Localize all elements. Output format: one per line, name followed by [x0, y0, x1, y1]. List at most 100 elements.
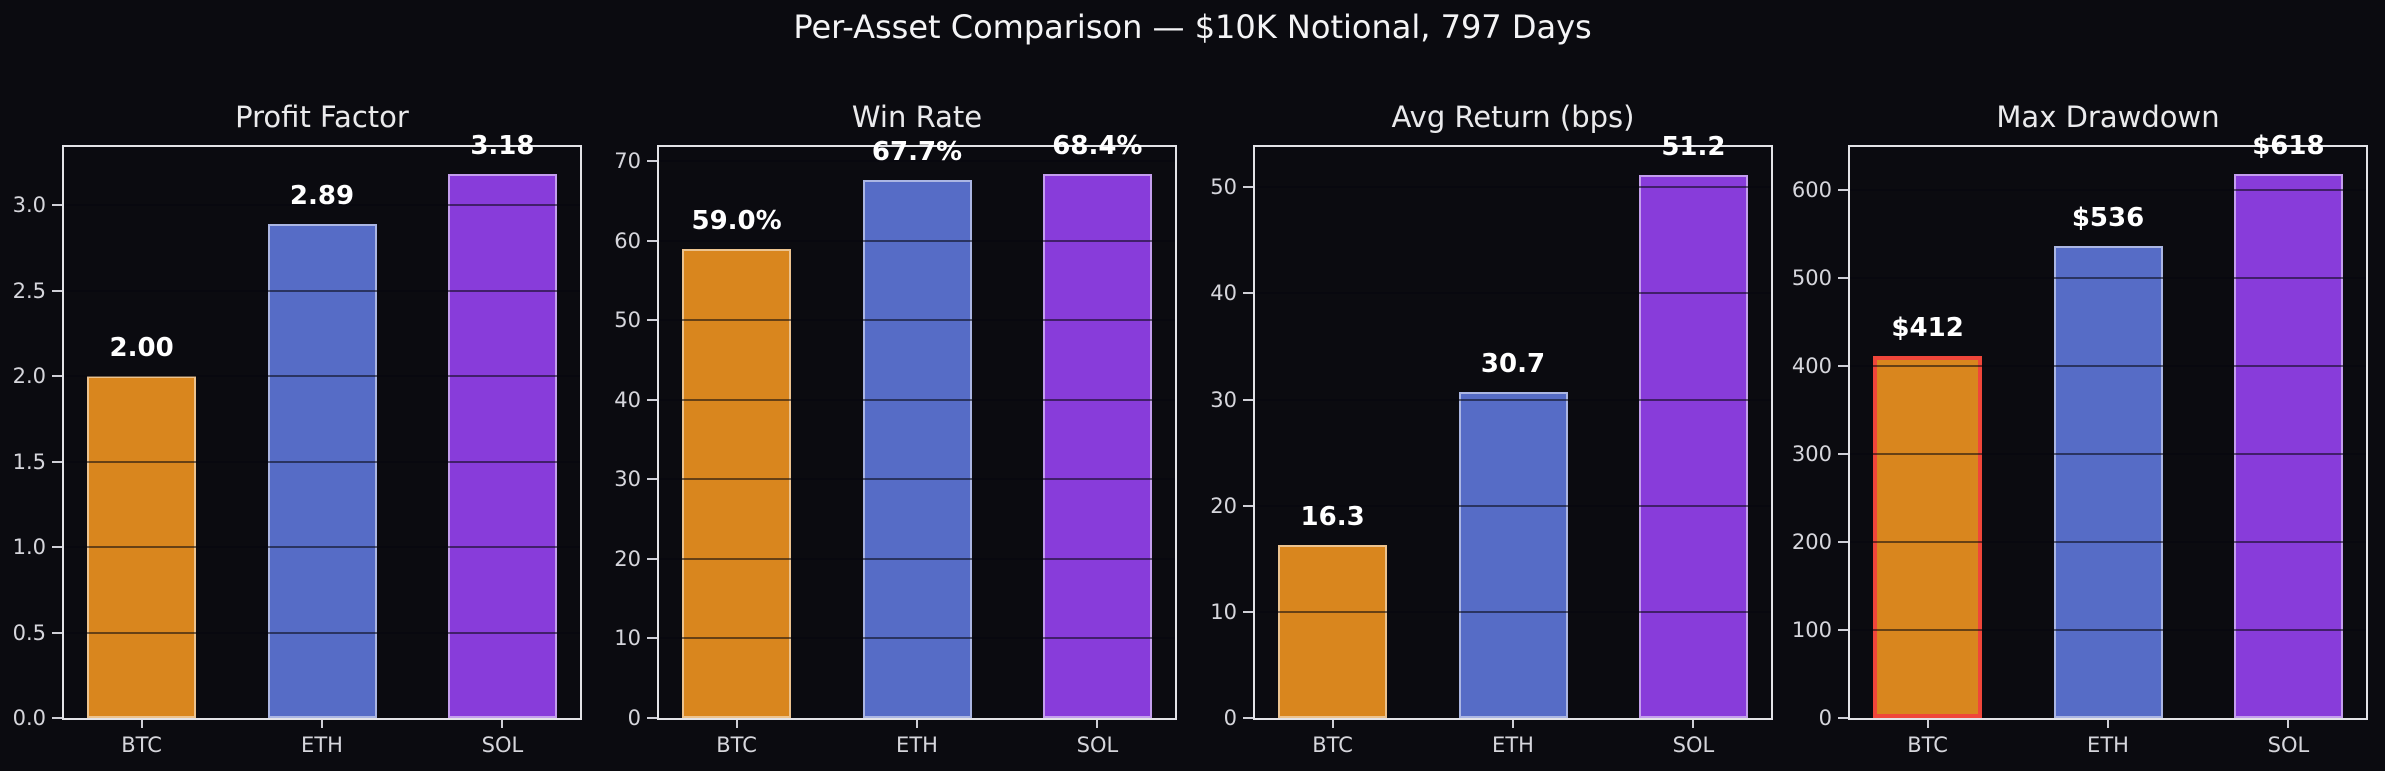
panel-title-avg-return: Avg Return (bps)	[1391, 100, 1635, 134]
y-tick-mark	[647, 637, 657, 640]
bar-value-label-btc: 2.00	[109, 333, 174, 363]
bar-value-label-eth: 2.89	[289, 181, 355, 211]
gridline	[659, 398, 1175, 401]
panel-title-win-rate: Win Rate	[851, 100, 983, 134]
y-tick-label: 2.0	[12, 364, 46, 389]
x-tick-mark	[140, 720, 143, 728]
gridline	[64, 375, 580, 378]
y-tick-mark	[1838, 453, 1848, 456]
y-tick-label: 10	[614, 626, 641, 651]
y-tick-mark	[1838, 365, 1848, 368]
panel-title-max-drawdown: Max Drawdown	[1996, 100, 2220, 134]
y-tick-label: 0	[1818, 706, 1832, 730]
y-tick-mark	[647, 398, 657, 401]
y-tick-mark	[1838, 277, 1848, 280]
gridline	[1850, 277, 2366, 280]
y-tick-label: 600	[1791, 178, 1832, 203]
x-tick-label-eth: ETH	[896, 733, 938, 757]
bar-value-label-eth: $536	[2071, 203, 2145, 233]
y-tick-label: 500	[1791, 266, 1832, 291]
axes-max-drawdown: $412 BTC $536 ETH $618 SOL 0 100 200 300 400 500 600	[1792, 131, 2368, 757]
panel-profit-factor: Profit Factor 2.00 BTC 2.89 ETH 3.18 SOL 0.0 0.…	[13, 0, 582, 771]
gridline	[659, 160, 1175, 163]
x-tick-mark	[501, 720, 504, 728]
bar-value-label-sol: 68.4%	[1052, 131, 1143, 161]
y-tick-label: 70	[614, 149, 641, 174]
bar-eth	[862, 180, 972, 718]
y-tick-label: 50	[1210, 175, 1237, 200]
x-tick-mark	[321, 720, 323, 728]
gridline	[1850, 629, 2366, 632]
x-tick-mark	[1926, 720, 1929, 728]
panel-win-rate: Win Rate 59.0% BTC 67.7% ETH 68.4% SOL 0 10 20 30…	[614, 0, 1177, 771]
x-tick-mark	[2107, 720, 2109, 728]
axes-profit-factor: 2.00 BTC 2.89 ETH 3.18 SOL 0.0 0.5 1.0 1.5 2.0 2.5 3…	[13, 131, 582, 757]
y-tick-mark	[52, 460, 62, 463]
y-tick-mark	[1838, 717, 1848, 719]
x-tick-label-btc: BTC	[716, 733, 757, 757]
y-tick-label: 60	[614, 228, 641, 253]
y-tick-label: 1.5	[12, 449, 46, 474]
gridline	[659, 478, 1175, 481]
y-tick-mark	[647, 160, 657, 163]
gridline	[64, 546, 580, 549]
bar-eth	[267, 224, 377, 718]
y-tick-label: 200	[1791, 530, 1832, 555]
bar-btc	[682, 249, 792, 718]
y-tick-label: 100	[1791, 618, 1832, 643]
bar-value-label-eth: 67.7%	[871, 137, 963, 167]
gridline	[659, 319, 1175, 322]
y-tick-mark	[1243, 398, 1253, 401]
y-tick-mark	[1243, 610, 1253, 613]
y-tick-label: 300	[1791, 442, 1832, 467]
bar-sol	[2233, 174, 2343, 718]
y-tick-mark	[1838, 629, 1848, 632]
bar-value-label-sol: $618	[2252, 131, 2325, 161]
x-tick-mark	[1692, 720, 1695, 728]
x-tick-label-sol: SOL	[481, 733, 524, 757]
y-tick-mark	[1838, 541, 1848, 544]
gridline	[659, 557, 1175, 560]
x-tick-mark	[1331, 720, 1334, 728]
y-tick-label: 40	[1210, 281, 1237, 306]
axes-win-rate: 59.0% BTC 67.7% ETH 68.4% SOL 0 10 20 30 40 50 60 70	[614, 131, 1177, 757]
gridline	[1850, 365, 2366, 368]
gridline	[1850, 189, 2366, 192]
bar-value-label-eth: 30.7	[1480, 349, 1546, 379]
y-tick-label: 30	[1210, 387, 1237, 412]
y-tick-label: 0.0	[12, 706, 46, 730]
y-tick-label: 20	[1210, 493, 1237, 518]
bar-value-label-sol: 3.18	[470, 131, 535, 161]
y-tick-label: 2.5	[12, 278, 46, 303]
bar-btc	[1873, 356, 1983, 718]
bar-sol	[1638, 175, 1748, 718]
y-tick-mark	[52, 717, 62, 719]
y-tick-mark	[1243, 717, 1253, 719]
x-tick-mark	[916, 720, 918, 728]
gridline	[1255, 292, 1771, 295]
bar-eth	[1458, 392, 1568, 718]
x-tick-label-sol: SOL	[1672, 733, 1715, 757]
x-tick-mark	[735, 720, 738, 728]
y-tick-mark	[647, 717, 657, 719]
y-tick-label: 10	[1210, 599, 1237, 624]
x-tick-mark	[1512, 720, 1514, 728]
axes-avg-return: 16.3 BTC 30.7 ETH 51.2 SOL 0 10 20 30 40 50	[1210, 132, 1773, 757]
panel-max-drawdown: Max Drawdown $412 BTC $536 ETH $618 SOL 0 100 20…	[1792, 0, 2368, 771]
x-tick-mark	[1096, 720, 1099, 728]
x-tick-label-btc: BTC	[121, 733, 162, 757]
y-tick-mark	[647, 319, 657, 322]
bar-value-label-btc: 59.0%	[691, 206, 782, 236]
panel-avg-return: Avg Return (bps) 16.3 BTC 30.7 ETH 51.2 SOL 0 1…	[1210, 0, 1773, 771]
y-tick-label: 50	[614, 308, 641, 333]
y-tick-label: 0.5	[12, 620, 46, 645]
y-tick-mark	[1243, 186, 1253, 189]
y-tick-mark	[1838, 189, 1848, 192]
y-tick-label: 1.0	[12, 535, 46, 560]
y-tick-mark	[52, 289, 62, 292]
gridline	[64, 204, 580, 207]
y-tick-mark	[1243, 504, 1253, 507]
figure-title: Per-Asset Comparison — $10K Notional, 79…	[793, 8, 1592, 46]
bar-sol	[1042, 174, 1152, 718]
